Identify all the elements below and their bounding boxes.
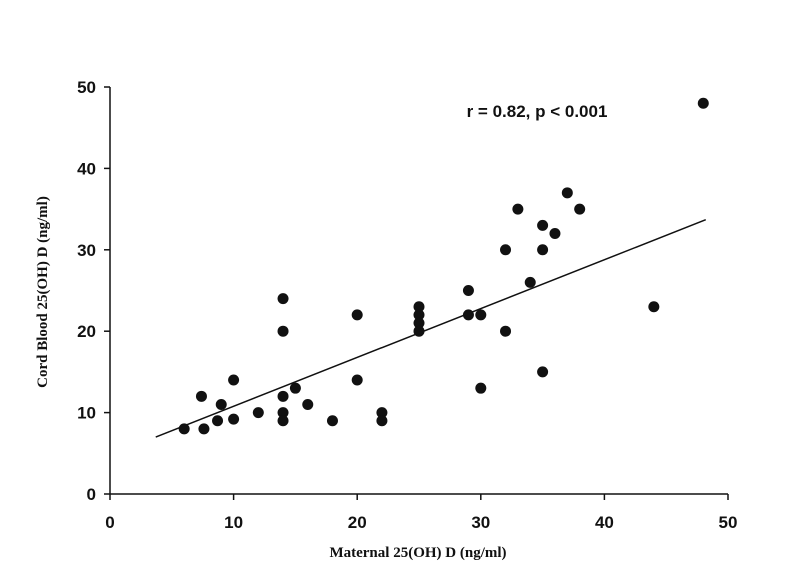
data-point bbox=[549, 228, 561, 240]
data-point bbox=[500, 325, 512, 337]
data-point bbox=[277, 325, 289, 337]
data-point bbox=[252, 407, 264, 419]
x-tick-label: 40 bbox=[595, 513, 614, 532]
data-point bbox=[212, 415, 224, 427]
y-tick-label: 50 bbox=[77, 78, 96, 97]
y-axis-ticks: 0 10 20 30 40 50 bbox=[77, 78, 110, 504]
data-point bbox=[413, 301, 425, 313]
y-axis-title: Cord Blood 25(OH) D (ng/ml) bbox=[35, 196, 51, 388]
y-tick-label: 30 bbox=[77, 241, 96, 260]
y-tick-label: 40 bbox=[77, 159, 96, 178]
data-point bbox=[648, 301, 660, 313]
data-point bbox=[351, 374, 363, 386]
y-tick-label: 10 bbox=[77, 404, 96, 423]
x-axis-title: Maternal 25(OH) D (ng/ml) bbox=[329, 545, 506, 561]
y-tick-label: 0 bbox=[87, 485, 96, 504]
data-point bbox=[537, 219, 549, 231]
data-point bbox=[500, 244, 512, 256]
data-point bbox=[277, 407, 289, 419]
data-point bbox=[178, 423, 190, 435]
x-tick-label: 10 bbox=[224, 513, 243, 532]
x-tick-label: 30 bbox=[471, 513, 490, 532]
data-point bbox=[376, 407, 388, 419]
x-axis-ticks: 0 10 20 30 40 50 bbox=[105, 494, 737, 532]
data-point bbox=[462, 285, 474, 296]
data-point bbox=[195, 390, 207, 402]
data-point bbox=[289, 382, 301, 394]
data-point bbox=[198, 423, 210, 435]
data-point bbox=[524, 276, 536, 288]
x-tick-label: 50 bbox=[719, 513, 738, 532]
x-tick-label: 0 bbox=[105, 513, 114, 532]
data-point bbox=[277, 390, 289, 402]
data-point bbox=[302, 398, 314, 410]
data-points bbox=[178, 97, 709, 435]
data-point bbox=[376, 415, 388, 427]
correlation-annotation: r = 0.82, p < 0.001 bbox=[467, 102, 608, 121]
data-point bbox=[537, 244, 549, 256]
data-point bbox=[537, 366, 549, 378]
data-point bbox=[413, 325, 425, 337]
data-point bbox=[215, 398, 227, 410]
data-point bbox=[475, 309, 487, 321]
data-point bbox=[574, 203, 586, 215]
data-point bbox=[351, 309, 363, 321]
data-point bbox=[561, 187, 573, 199]
data-point bbox=[697, 97, 709, 109]
x-tick-label: 20 bbox=[348, 513, 367, 532]
data-point bbox=[277, 415, 289, 427]
data-point bbox=[228, 374, 240, 386]
y-tick-label: 20 bbox=[77, 322, 96, 341]
data-point bbox=[413, 317, 425, 329]
data-point bbox=[277, 293, 289, 305]
data-point bbox=[512, 203, 524, 215]
regression-line bbox=[155, 218, 707, 438]
data-point bbox=[462, 309, 474, 321]
data-point bbox=[326, 415, 338, 427]
data-point bbox=[228, 413, 240, 425]
axes bbox=[109, 87, 728, 495]
data-point bbox=[413, 309, 425, 321]
data-point bbox=[475, 382, 487, 394]
